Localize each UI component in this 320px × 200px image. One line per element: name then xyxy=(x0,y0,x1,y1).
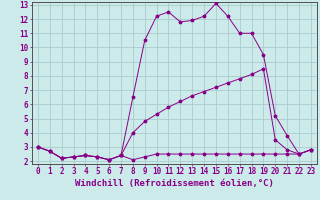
X-axis label: Windchill (Refroidissement éolien,°C): Windchill (Refroidissement éolien,°C) xyxy=(75,179,274,188)
